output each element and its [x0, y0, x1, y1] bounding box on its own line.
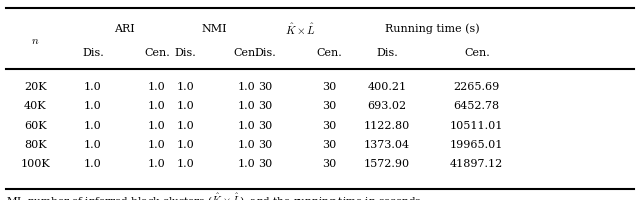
Text: 1.0: 1.0 [84, 159, 102, 169]
Text: 100K: 100K [20, 159, 50, 169]
Text: 30: 30 [323, 101, 337, 111]
Text: 1122.80: 1122.80 [364, 121, 410, 131]
Text: Dis.: Dis. [82, 48, 104, 58]
Text: 1.0: 1.0 [84, 101, 102, 111]
Text: 1.0: 1.0 [237, 82, 255, 92]
Text: 1572.90: 1572.90 [364, 159, 410, 169]
Text: 1.0: 1.0 [177, 159, 195, 169]
Text: Dis.: Dis. [255, 48, 276, 58]
Text: 30: 30 [323, 140, 337, 150]
Text: 1.0: 1.0 [237, 101, 255, 111]
Text: $\hat{K} \times \hat{L}$: $\hat{K} \times \hat{L}$ [285, 21, 316, 37]
Text: 1.0: 1.0 [148, 82, 166, 92]
Text: Running time (s): Running time (s) [385, 24, 479, 34]
Text: Cen.: Cen. [234, 48, 259, 58]
Text: 1.0: 1.0 [177, 121, 195, 131]
Text: 30: 30 [323, 82, 337, 92]
Text: 1.0: 1.0 [148, 101, 166, 111]
Text: 400.21: 400.21 [367, 82, 407, 92]
Text: 30: 30 [259, 159, 273, 169]
Text: 1.0: 1.0 [177, 140, 195, 150]
Text: 40K: 40K [24, 101, 47, 111]
Text: 2265.69: 2265.69 [454, 82, 500, 92]
Text: 30: 30 [259, 101, 273, 111]
Text: 6452.78: 6452.78 [454, 101, 500, 111]
Text: 1.0: 1.0 [148, 159, 166, 169]
Text: 1373.04: 1373.04 [364, 140, 410, 150]
Text: 1.0: 1.0 [148, 140, 166, 150]
Text: 19965.01: 19965.01 [450, 140, 504, 150]
Text: Dis.: Dis. [175, 48, 196, 58]
Text: 30: 30 [259, 140, 273, 150]
Text: NMI: NMI [202, 24, 227, 34]
Text: 1.0: 1.0 [148, 121, 166, 131]
Text: Cen.: Cen. [144, 48, 170, 58]
Text: ARI: ARI [115, 24, 135, 34]
Text: 30: 30 [323, 121, 337, 131]
Text: Cen.: Cen. [464, 48, 490, 58]
Text: MI, number of inferred block clusters ($\hat{K} \times \hat{L}$), and the runnin: MI, number of inferred block clusters ($… [6, 192, 422, 200]
Text: $n$: $n$ [31, 36, 40, 46]
Text: Dis.: Dis. [376, 48, 398, 58]
Text: 20K: 20K [24, 82, 47, 92]
Text: 1.0: 1.0 [237, 140, 255, 150]
Text: 41897.12: 41897.12 [450, 159, 504, 169]
Text: 693.02: 693.02 [367, 101, 407, 111]
Text: 60K: 60K [24, 121, 47, 131]
Text: 80K: 80K [24, 140, 47, 150]
Text: 30: 30 [323, 159, 337, 169]
Text: 1.0: 1.0 [237, 121, 255, 131]
Text: 1.0: 1.0 [84, 82, 102, 92]
Text: 10511.01: 10511.01 [450, 121, 504, 131]
Text: 1.0: 1.0 [84, 121, 102, 131]
Text: 1.0: 1.0 [84, 140, 102, 150]
Text: 1.0: 1.0 [177, 82, 195, 92]
Text: 1.0: 1.0 [237, 159, 255, 169]
Text: 30: 30 [259, 121, 273, 131]
Text: 30: 30 [259, 82, 273, 92]
Text: Cen.: Cen. [317, 48, 342, 58]
Text: 1.0: 1.0 [177, 101, 195, 111]
